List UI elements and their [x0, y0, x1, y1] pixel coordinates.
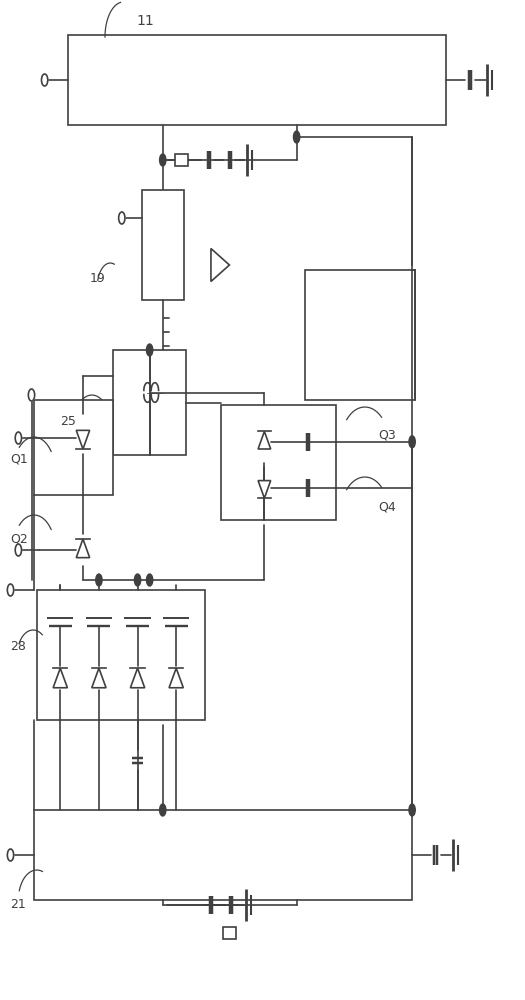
Circle shape — [7, 849, 14, 861]
Circle shape — [41, 74, 48, 86]
Text: Q3: Q3 — [378, 428, 396, 441]
Circle shape — [409, 804, 415, 816]
Circle shape — [160, 804, 166, 816]
Bar — [113, 350, 186, 455]
Circle shape — [15, 432, 22, 444]
Text: 11: 11 — [136, 14, 154, 28]
Bar — [37, 590, 205, 720]
Text: Q4: Q4 — [378, 500, 396, 513]
Circle shape — [134, 574, 141, 586]
Text: 19: 19 — [89, 272, 105, 285]
Polygon shape — [53, 668, 67, 688]
Polygon shape — [258, 431, 271, 449]
Bar — [223, 927, 236, 939]
Circle shape — [160, 154, 166, 166]
Text: 25: 25 — [60, 415, 76, 428]
Circle shape — [15, 544, 22, 556]
Circle shape — [146, 574, 153, 586]
Polygon shape — [211, 248, 229, 282]
Polygon shape — [92, 668, 106, 688]
Text: Q1: Q1 — [10, 453, 28, 466]
Bar — [34, 810, 412, 900]
Bar — [68, 35, 446, 125]
Bar — [34, 400, 113, 495]
Text: 28: 28 — [10, 640, 26, 653]
Bar — [142, 190, 184, 300]
Circle shape — [7, 584, 14, 596]
Polygon shape — [76, 430, 90, 449]
Circle shape — [146, 344, 153, 356]
Bar — [174, 154, 187, 166]
Circle shape — [293, 131, 300, 143]
Polygon shape — [76, 539, 90, 558]
Text: 21: 21 — [10, 898, 26, 911]
Text: Q2: Q2 — [10, 532, 28, 545]
Polygon shape — [169, 668, 183, 688]
Bar — [220, 405, 336, 520]
Polygon shape — [130, 668, 145, 688]
Circle shape — [96, 574, 102, 586]
Circle shape — [119, 212, 125, 224]
Circle shape — [409, 436, 415, 448]
Circle shape — [28, 389, 35, 401]
Bar — [304, 270, 415, 400]
Polygon shape — [258, 481, 271, 498]
